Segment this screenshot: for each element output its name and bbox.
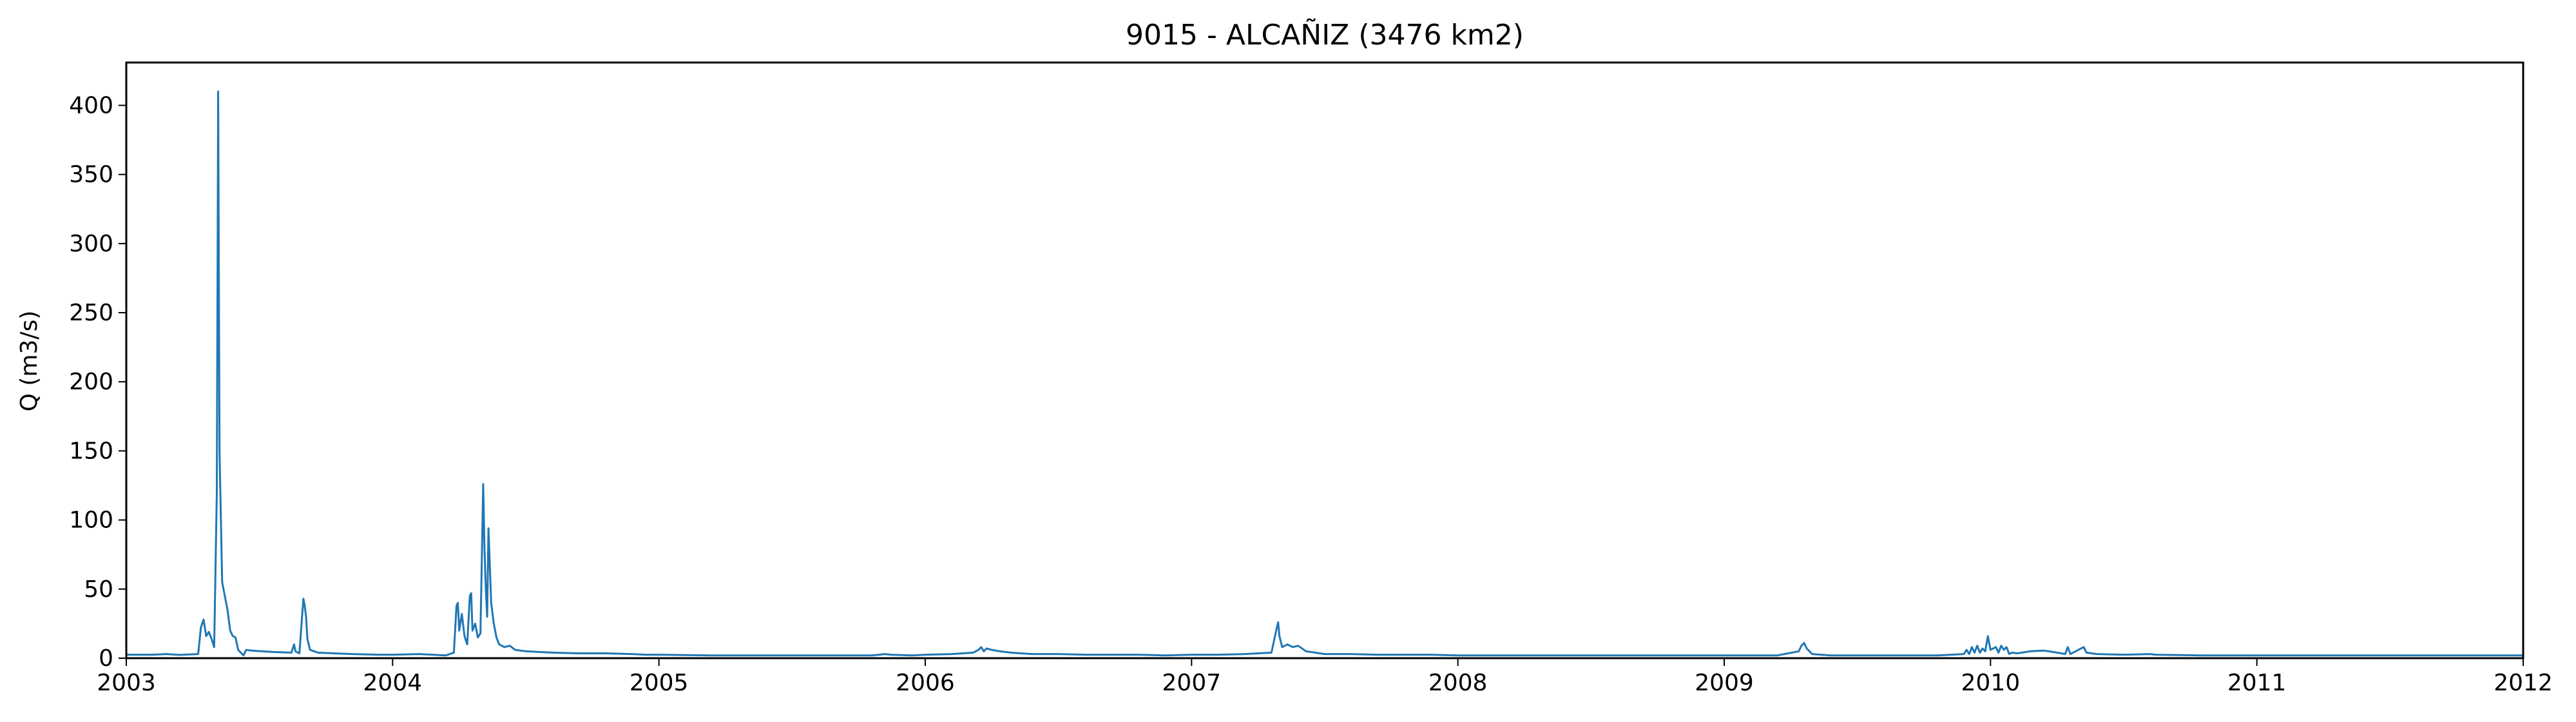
x-tick-label: 2003 <box>97 670 156 696</box>
x-tick-label: 2009 <box>1695 670 1754 696</box>
x-tick-label: 2010 <box>1961 670 2021 696</box>
y-tick-label: 150 <box>69 438 113 464</box>
x-axis-ticks: 2003 2004 2005 2006 2007 2008 2009 2010 2011 2012 <box>97 658 2553 696</box>
x-tick-label: 2004 <box>363 670 423 696</box>
y-tick-label: 200 <box>69 369 113 395</box>
y-tick-label: 350 <box>69 162 113 188</box>
y-tick-label: 250 <box>69 300 113 326</box>
x-tick-label: 2008 <box>1428 670 1488 696</box>
chart-title: 9015 - ALCAÑIZ (3476 km2) <box>1126 18 1524 52</box>
y-axis-ticks: 0 50 100 150 200 250 300 350 400 <box>69 92 126 672</box>
y-tick-label: 50 <box>84 576 113 603</box>
x-tick-label: 2007 <box>1162 670 1222 696</box>
x-tick-label: 2011 <box>2227 670 2287 696</box>
y-tick-label: 400 <box>69 92 113 119</box>
y-tick-label: 0 <box>99 645 113 672</box>
x-tick-label: 2012 <box>2494 670 2553 696</box>
x-tick-label: 2006 <box>896 670 955 696</box>
y-tick-label: 100 <box>69 507 113 534</box>
plot-frame <box>125 61 2524 659</box>
discharge-series-line <box>126 90 2523 657</box>
y-axis-label: Q (m3/s) <box>16 311 43 412</box>
x-tick-label: 2005 <box>630 670 689 696</box>
y-tick-label: 300 <box>69 231 113 257</box>
